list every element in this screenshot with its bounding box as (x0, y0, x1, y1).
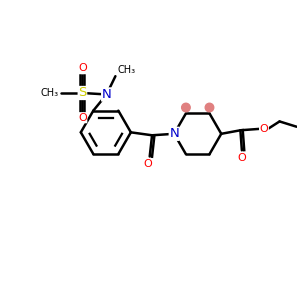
Text: O: O (237, 153, 246, 163)
Text: N: N (169, 127, 179, 140)
Circle shape (182, 103, 190, 112)
Circle shape (205, 103, 214, 112)
Text: O: O (78, 63, 87, 73)
Text: N: N (102, 88, 111, 101)
Text: S: S (78, 86, 87, 100)
Text: CH₃: CH₃ (41, 88, 59, 98)
Text: O: O (144, 159, 153, 169)
Text: O: O (260, 124, 268, 134)
Text: O: O (78, 113, 87, 123)
Text: CH₃: CH₃ (118, 65, 136, 75)
